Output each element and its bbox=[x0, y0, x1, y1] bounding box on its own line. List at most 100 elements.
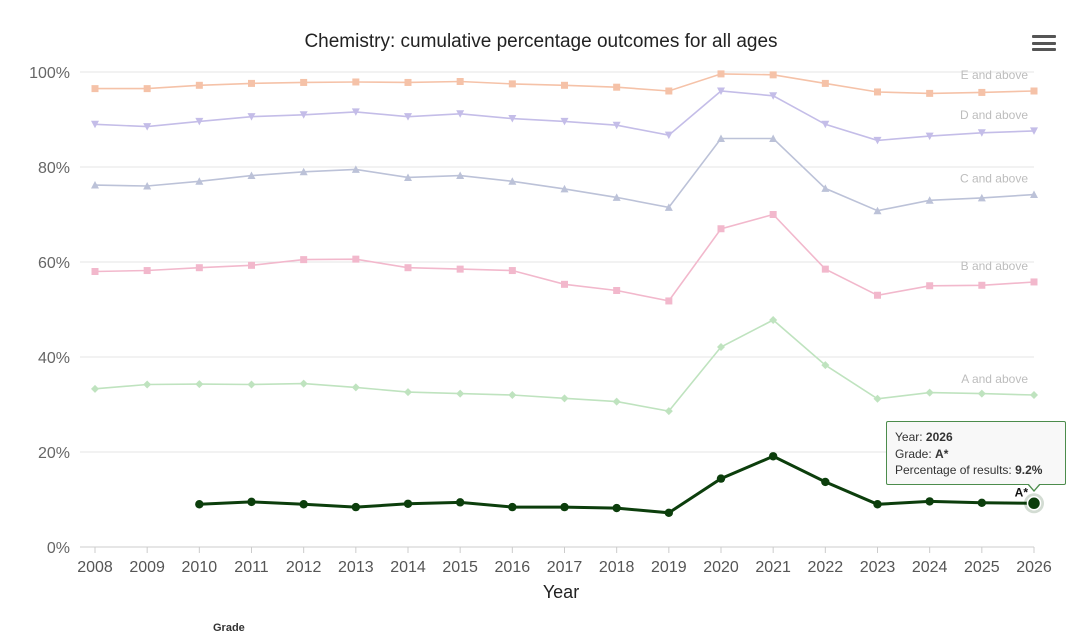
data-point bbox=[561, 81, 568, 89]
data-point bbox=[873, 500, 882, 509]
x-tick-label: 2010 bbox=[182, 559, 218, 576]
data-point bbox=[91, 85, 99, 93]
y-tick-label: 40% bbox=[38, 350, 70, 367]
x-axis: 2008 2009 2010 2011 2012 2013 2014 2015 2016 2017… bbox=[77, 547, 1052, 576]
data-point bbox=[247, 497, 256, 507]
data-point bbox=[664, 131, 673, 140]
chart-menu-button[interactable] bbox=[1032, 35, 1056, 55]
data-point bbox=[769, 71, 777, 79]
x-tick-label: 2017 bbox=[547, 559, 583, 576]
data-point bbox=[769, 92, 778, 100]
series-e-and-above: E and above bbox=[91, 68, 1038, 97]
data-point bbox=[664, 508, 674, 517]
data-point bbox=[404, 78, 412, 86]
data-point bbox=[873, 136, 882, 145]
data-point bbox=[91, 268, 99, 275]
data-point bbox=[874, 88, 881, 96]
data-point bbox=[873, 394, 882, 403]
data-point bbox=[821, 120, 830, 129]
data-point bbox=[977, 129, 986, 137]
series-end-label: E and above bbox=[961, 68, 1029, 82]
data-point bbox=[717, 87, 725, 95]
data-point bbox=[613, 83, 621, 91]
data-point bbox=[299, 379, 308, 388]
x-tick-label: 2013 bbox=[338, 559, 374, 576]
data-point bbox=[508, 391, 517, 399]
data-point bbox=[300, 78, 308, 86]
data-point bbox=[821, 79, 829, 87]
data-point bbox=[508, 502, 517, 512]
data-point bbox=[716, 474, 726, 483]
legend-title-partial: Grade bbox=[213, 622, 245, 634]
data-point bbox=[91, 384, 99, 393]
hamburger-menu-icon[interactable] bbox=[1032, 35, 1056, 38]
data-point bbox=[821, 361, 830, 370]
data-point bbox=[873, 206, 882, 215]
data-point bbox=[664, 203, 673, 211]
data-point bbox=[978, 281, 986, 289]
data-point bbox=[143, 267, 151, 275]
data-point bbox=[195, 264, 203, 272]
x-tick-label: 2024 bbox=[912, 559, 948, 576]
data-point bbox=[455, 498, 465, 507]
data-point bbox=[351, 165, 360, 173]
data-point bbox=[560, 394, 569, 403]
data-point bbox=[612, 503, 621, 513]
data-point bbox=[404, 264, 412, 272]
x-tick-label: 2019 bbox=[651, 559, 687, 576]
data-point bbox=[91, 181, 99, 189]
series-line bbox=[94, 137, 1035, 212]
x-tick-label: 2009 bbox=[129, 559, 165, 576]
data-point bbox=[299, 500, 308, 509]
data-point bbox=[717, 134, 725, 142]
data-point bbox=[195, 177, 204, 185]
data-point bbox=[977, 389, 986, 398]
data-point bbox=[665, 297, 673, 305]
data-point bbox=[664, 407, 673, 416]
data-point bbox=[1030, 87, 1038, 95]
data-point bbox=[1030, 127, 1038, 135]
series-end-label: D and above bbox=[960, 108, 1028, 122]
series-end-label: A* bbox=[1015, 485, 1029, 499]
data-point bbox=[925, 196, 934, 204]
data-point bbox=[925, 497, 934, 506]
data-point bbox=[612, 397, 621, 406]
data-point bbox=[456, 110, 465, 118]
data-point bbox=[456, 389, 465, 398]
data-point bbox=[665, 87, 673, 95]
x-tick-label: 2012 bbox=[286, 559, 322, 576]
x-tick-label: 2008 bbox=[77, 559, 113, 576]
series-end-label: A and above bbox=[961, 372, 1028, 386]
data-point bbox=[613, 287, 621, 294]
y-tick-label: 80% bbox=[38, 160, 70, 177]
hamburger-menu-icon-bar[interactable] bbox=[1032, 48, 1056, 51]
series-d-and-above: D and above bbox=[91, 87, 1038, 145]
data-point bbox=[560, 184, 569, 193]
tooltip-pointer-fill bbox=[1028, 483, 1040, 490]
series-end-label: B and above bbox=[961, 259, 1029, 273]
x-tick-label: 2014 bbox=[390, 559, 426, 576]
hamburger-menu-icon-bar[interactable] bbox=[1032, 41, 1056, 45]
data-point bbox=[247, 113, 256, 121]
data-point-hovered bbox=[1026, 496, 1042, 511]
y-tick-label: 60% bbox=[38, 255, 70, 272]
data-point bbox=[925, 388, 934, 397]
data-point bbox=[769, 315, 778, 324]
x-tick-label: 2018 bbox=[599, 559, 635, 576]
series-end-label: C and above bbox=[960, 172, 1028, 186]
data-point bbox=[560, 117, 569, 126]
x-tick-label: 2026 bbox=[1016, 559, 1052, 576]
x-tick-label: 2022 bbox=[808, 559, 844, 576]
x-tick-label: 2021 bbox=[755, 559, 791, 576]
grid-lines bbox=[80, 71, 1034, 548]
tooltip-year-row: Year: 2026 bbox=[895, 430, 953, 444]
tooltip-percentage-row: Percentage of results: 9.2% bbox=[895, 463, 1043, 477]
x-tick-label: 2015 bbox=[442, 559, 478, 576]
data-point bbox=[821, 184, 830, 192]
series-line bbox=[94, 213, 1035, 302]
data-point bbox=[299, 111, 308, 119]
data-point bbox=[195, 380, 204, 389]
data-point bbox=[299, 167, 308, 176]
data-point bbox=[143, 85, 151, 93]
data-point bbox=[821, 477, 830, 487]
